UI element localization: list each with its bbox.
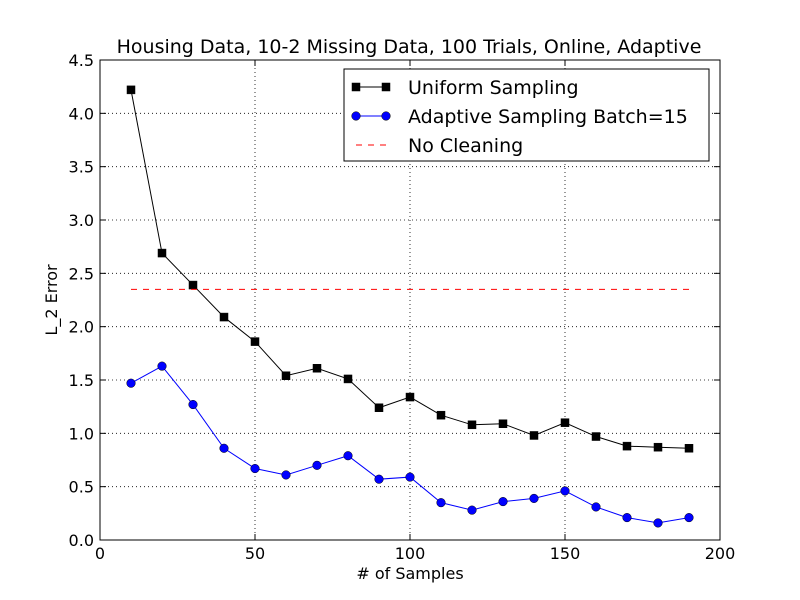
- legend-box: [343, 68, 710, 162]
- x-tick-label: 50: [245, 544, 265, 563]
- data-point-square: [126, 85, 136, 95]
- data-point-square: [498, 419, 508, 428]
- data-point-square: [343, 374, 353, 384]
- axis-ticks: 0 50 100 150 200 0.0 0.5 1.0 1.5 2.0 2.5 3.0 3.5 4.0 4…: [69, 51, 736, 563]
- data-point-square: [684, 444, 694, 453]
- data-point-circle: [219, 443, 229, 453]
- y-tick-label: 1.0: [69, 424, 94, 443]
- data-point-square: [405, 392, 415, 402]
- data-point-square: [157, 248, 167, 258]
- y-tick-label: 1.5: [69, 371, 94, 390]
- y-tick-label: 4.0: [69, 104, 94, 123]
- legend-label: Uniform Sampling: [408, 77, 579, 99]
- data-point-square: [219, 312, 229, 322]
- legend-item-no-cleaning: No Cleaning: [356, 135, 523, 157]
- legend-label: No Cleaning: [408, 135, 523, 157]
- x-tick-label: 0: [95, 544, 105, 563]
- y-tick-label: 4.5: [69, 51, 94, 70]
- data-point-square: [591, 432, 601, 441]
- y-tick-label: 2.5: [69, 264, 94, 283]
- chart-title: Housing Data, 10-2 Missing Data, 100 Tri…: [117, 36, 702, 58]
- series-layer: [126, 85, 694, 528]
- legend: Uniform Sampling Adaptive Sampling Batch=…: [343, 68, 710, 162]
- data-point-circle: [250, 463, 260, 474]
- x-tick-label: 100: [395, 544, 426, 563]
- data-point-circle: [591, 502, 601, 512]
- x-tick-label: 150: [550, 544, 581, 563]
- data-point-circle: [157, 361, 167, 371]
- data-point-square: [374, 403, 384, 412]
- y-tick-label: 3.5: [69, 158, 94, 177]
- data-point-circle: [312, 460, 322, 470]
- data-point-circle: [436, 498, 446, 508]
- data-point-circle: [126, 378, 136, 388]
- legend-label: Adaptive Sampling Batch=15: [408, 106, 688, 128]
- data-point-circle: [560, 486, 570, 496]
- data-point-circle: [281, 470, 291, 480]
- data-point-circle: [374, 474, 384, 484]
- legend-marker-circle: [381, 111, 391, 121]
- legend-item-uniform-sampling: Uniform Sampling: [351, 77, 579, 99]
- data-point-circle: [498, 497, 508, 507]
- y-tick-label: 0.5: [69, 478, 94, 497]
- data-point-square: [529, 431, 539, 440]
- legend-marker-square: [351, 82, 361, 92]
- y-tick-label: 0.0: [69, 531, 94, 550]
- data-point-circle: [467, 505, 477, 515]
- data-point-circle: [405, 472, 415, 482]
- legend-marker-square: [381, 82, 391, 92]
- data-point-circle: [188, 399, 198, 410]
- y-tick-label: 2.0: [69, 318, 94, 337]
- data-point-square: [281, 371, 291, 380]
- y-axis-label: L_2 Error: [42, 264, 62, 336]
- data-point-circle: [622, 513, 632, 523]
- data-point-square: [312, 364, 322, 373]
- x-tick-label: 200: [705, 544, 736, 563]
- data-point-circle: [653, 518, 663, 528]
- x-axis-label: # of Samples: [356, 564, 463, 583]
- data-point-square: [560, 418, 570, 427]
- series-adaptive-sampling-batch-15: [126, 361, 694, 528]
- data-point-square: [622, 441, 632, 451]
- series-uniform-sampling: [126, 85, 694, 453]
- y-tick-label: 3.0: [69, 211, 94, 230]
- data-point-square: [188, 280, 198, 290]
- legend-item-adaptive-sampling-batch-15: Adaptive Sampling Batch=15: [351, 106, 688, 128]
- data-point-circle: [343, 451, 353, 461]
- data-point-square: [653, 442, 663, 452]
- data-point-circle: [684, 513, 694, 523]
- legend-marker-circle: [351, 111, 361, 121]
- data-point-square: [436, 410, 446, 420]
- data-point-square: [467, 420, 477, 430]
- data-point-square: [250, 337, 260, 346]
- data-point-circle: [529, 493, 539, 503]
